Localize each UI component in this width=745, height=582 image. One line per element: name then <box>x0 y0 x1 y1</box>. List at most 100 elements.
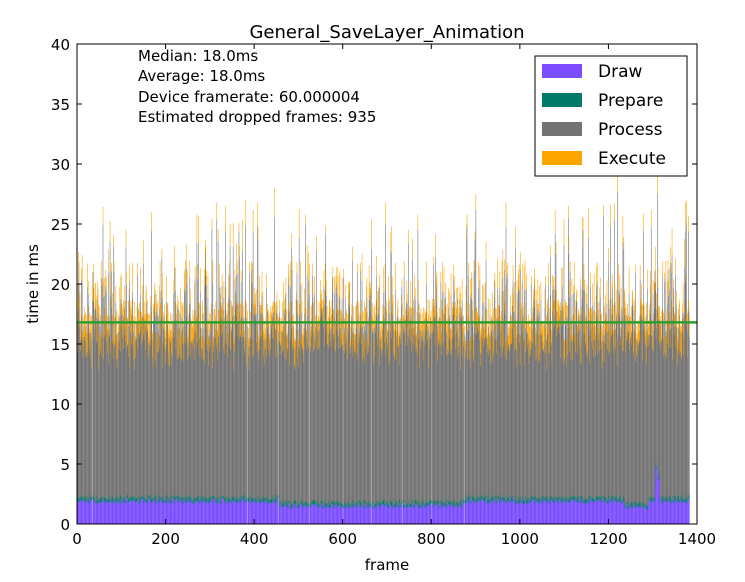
bar-draw-416 <box>261 502 262 524</box>
bar-draw-612 <box>348 504 349 524</box>
bar-execute-543 <box>317 322 319 350</box>
bar-execute-406 <box>256 330 258 352</box>
bar-draw-694 <box>384 506 385 524</box>
bar-prepare-926 <box>487 499 488 503</box>
bar-process-853 <box>454 335 456 505</box>
bar-execute-1101 <box>564 340 566 358</box>
bar-process-798 <box>430 339 431 501</box>
bar-draw-219 <box>173 501 175 524</box>
bar-prepare-1178 <box>598 498 600 502</box>
bar-prepare-684 <box>379 505 381 509</box>
bar-prepare-1051 <box>542 497 544 501</box>
bar-prepare-590 <box>338 503 339 507</box>
bar-execute-1216 <box>615 330 617 349</box>
bar-process-480 <box>289 365 291 501</box>
bar-process-1147 <box>584 342 586 501</box>
bar-execute-1240 <box>626 315 627 336</box>
bar-process-802 <box>432 323 433 506</box>
bar-draw-765 <box>415 504 417 524</box>
bar-prepare-890 <box>471 494 472 499</box>
bar-draw-320 <box>218 499 220 524</box>
bar-execute-394 <box>251 283 253 304</box>
bar-prepare-1069 <box>550 495 551 500</box>
bar-prepare-950 <box>497 496 499 500</box>
bar-process-292 <box>206 284 207 499</box>
bar-process-311 <box>214 338 216 497</box>
bar-process-76 <box>110 353 112 500</box>
bar-execute-1019 <box>528 314 529 338</box>
bar-prepare-880 <box>466 499 468 504</box>
bar-draw-123 <box>131 499 133 524</box>
bar-prepare-376 <box>243 494 245 499</box>
bar-prepare-393 <box>251 497 252 501</box>
bar-process-917 <box>483 347 484 498</box>
bar-execute-201 <box>166 276 167 302</box>
bar-prepare-973 <box>507 496 509 500</box>
bar-draw-270 <box>196 501 198 524</box>
bar-process-1051 <box>542 342 544 498</box>
bar-prepare-263 <box>193 501 195 505</box>
bar-process-874 <box>464 334 465 500</box>
bar-draw-476 <box>287 503 289 524</box>
bar-draw-1173 <box>596 500 598 524</box>
bar-draw-685 <box>380 506 381 524</box>
bar-draw-127 <box>133 500 134 524</box>
bar-execute-1180 <box>599 287 601 302</box>
bar-process-166 <box>150 306 152 499</box>
bar-process-868 <box>461 318 462 503</box>
bar-prepare-417 <box>261 498 263 502</box>
bar-execute-1156 <box>588 311 590 325</box>
bar-execute-106 <box>123 285 125 308</box>
bar-process-372 <box>241 341 243 499</box>
bar-process-405 <box>256 342 257 501</box>
bar-execute-88 <box>115 334 117 360</box>
bar-process-263 <box>193 348 195 502</box>
bar-process-986 <box>513 338 515 499</box>
bar-draw-962 <box>503 501 504 524</box>
bar-process-841 <box>449 318 451 502</box>
bar-execute-47 <box>97 288 99 313</box>
bar-execute-55 <box>101 333 102 358</box>
bar-process-1003 <box>521 325 522 499</box>
bar-prepare-978 <box>510 494 511 499</box>
bar-process-661 <box>369 299 371 503</box>
bar-process-1127 <box>576 301 577 500</box>
bar-process-1112 <box>569 350 571 499</box>
bar-draw-767 <box>416 504 418 524</box>
bar-draw-872 <box>463 504 464 524</box>
bar-draw-139 <box>138 500 140 524</box>
bar-process-838 <box>448 307 449 502</box>
bar-execute-870 <box>462 325 463 356</box>
bar-draw-824 <box>441 506 443 524</box>
bar-process-259 <box>191 339 193 500</box>
bar-execute-861 <box>458 323 459 347</box>
bar-execute-270 <box>196 214 198 244</box>
bar-process-414 <box>260 337 261 501</box>
bar-prepare-129 <box>134 495 135 500</box>
bar-execute-386 <box>247 327 249 347</box>
bar-draw-770 <box>418 504 419 524</box>
bar-draw-410 <box>258 498 260 524</box>
bar-process-686 <box>380 338 382 502</box>
bar-process-205 <box>167 338 169 498</box>
bar-process-581 <box>334 293 335 502</box>
bar-execute-34 <box>92 272 93 301</box>
bar-prepare-1208 <box>611 495 613 499</box>
bar-execute-534 <box>313 302 315 332</box>
bar-prepare-25 <box>88 500 89 504</box>
bar-prepare-996 <box>518 500 519 504</box>
bar-execute-554 <box>322 307 323 320</box>
bar-process-1257 <box>633 355 635 504</box>
bar-prepare-658 <box>368 502 369 506</box>
bar-process-927 <box>487 345 489 501</box>
bar-process-1062 <box>547 312 548 496</box>
bar-execute-255 <box>189 288 191 304</box>
bar-prepare-778 <box>421 504 423 509</box>
bar-process-360 <box>236 274 238 500</box>
bar-process-752 <box>410 340 411 505</box>
bar-prepare-446 <box>274 499 276 504</box>
bar-draw-1021 <box>529 503 530 524</box>
bar-process-759 <box>413 327 414 501</box>
bar-process-1064 <box>548 285 549 498</box>
bar-execute-1001 <box>520 252 521 271</box>
